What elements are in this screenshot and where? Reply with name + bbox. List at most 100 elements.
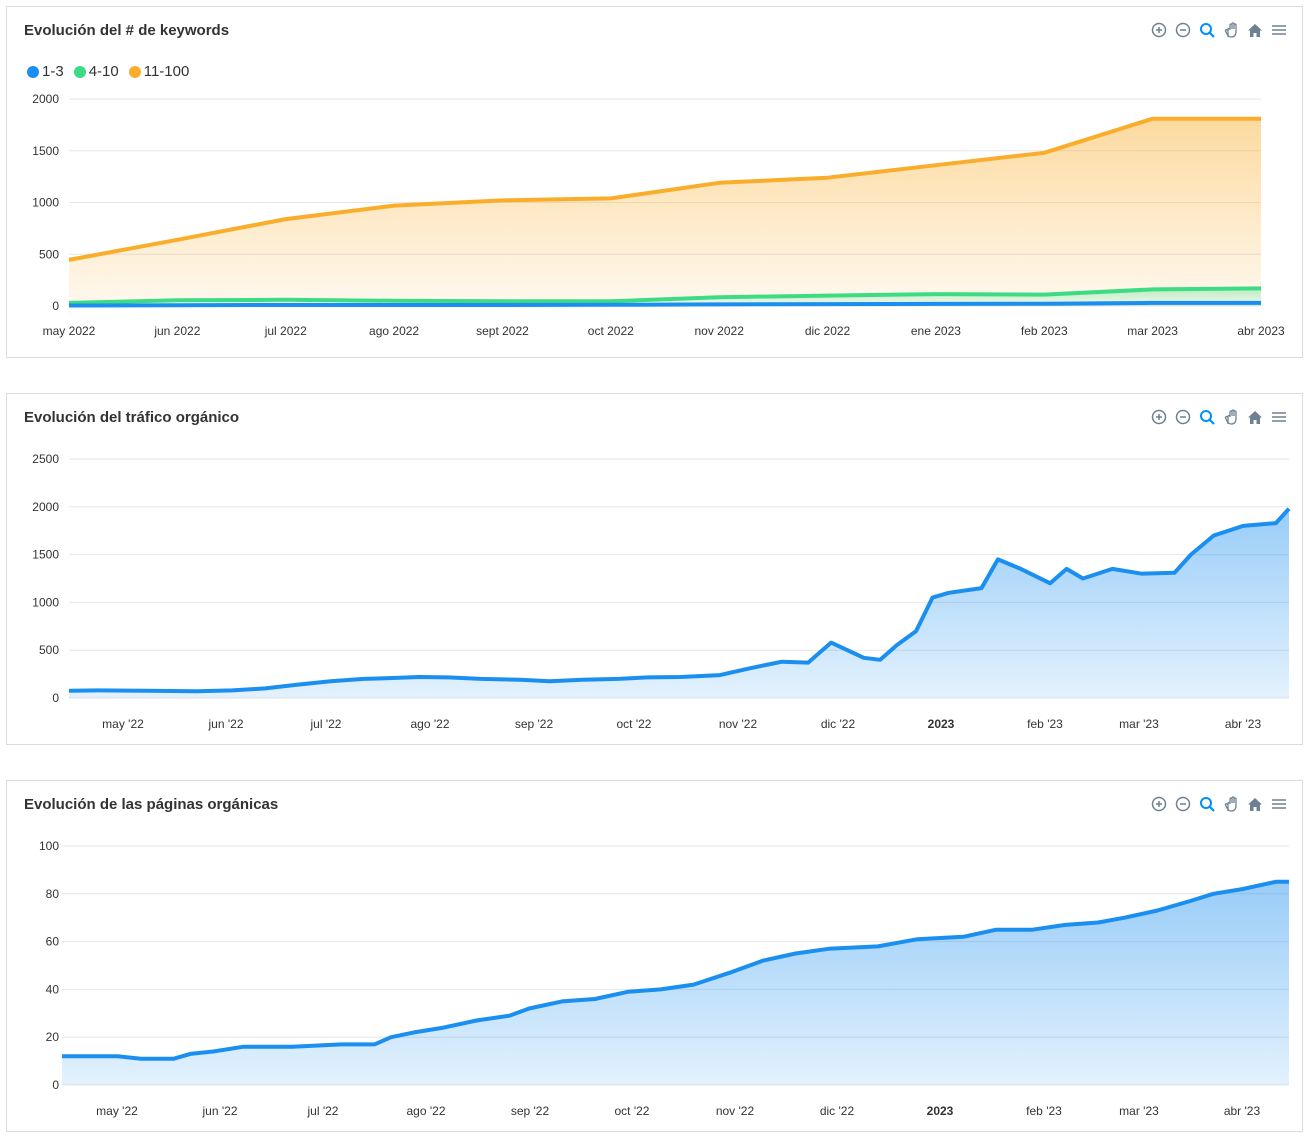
x-tick-label: jun '22: [202, 1104, 238, 1118]
x-tick-label: sep '22: [511, 1104, 550, 1118]
x-tick-label: ene 2023: [911, 324, 961, 338]
y-tick-label: 1000: [32, 196, 59, 210]
x-tick-label: mar 2023: [1127, 324, 1178, 338]
x-tick-label: jul '22: [307, 1104, 339, 1118]
series-area: [69, 508, 1289, 698]
chart-title: Evolución del # de keywords: [24, 22, 230, 39]
x-tick-label: mar '23: [1119, 717, 1159, 731]
menu-icon[interactable]: [1270, 795, 1288, 813]
pan-icon[interactable]: [1222, 408, 1240, 426]
x-tick-label: oct 2022: [588, 324, 634, 338]
y-tick-label: 500: [39, 247, 59, 261]
x-tick-label: nov '22: [719, 717, 758, 731]
zoom-out-icon[interactable]: [1174, 21, 1192, 39]
zoom-in-icon[interactable]: [1150, 408, 1168, 426]
x-tick-label: ago '22: [411, 717, 450, 731]
x-tick-label: jul 2022: [264, 324, 307, 338]
x-tick-label: may '22: [102, 717, 144, 731]
chart-legend: 1-3 4-10 11-100: [27, 63, 189, 80]
pages-chart: 0 20 40 60 80 100 may '22 jun '22 jul '22 ago '22…: [39, 839, 1289, 1118]
zoom-selection-icon[interactable]: [1198, 21, 1216, 39]
y-tick-label: 0: [52, 1078, 59, 1092]
chart-toolbar: [1150, 408, 1288, 426]
pan-icon[interactable]: [1222, 21, 1240, 39]
y-tick-label: 40: [46, 982, 60, 996]
y-tick-label: 80: [46, 887, 60, 901]
x-tick-label: sep '22: [515, 717, 554, 731]
menu-icon[interactable]: [1270, 21, 1288, 39]
x-tick-label: 2023: [927, 1104, 954, 1118]
traffic-chart: 0 500 1000 1500 2000 2500 may '22 jun '22 jul '2…: [32, 452, 1291, 731]
chart-toolbar: [1150, 21, 1288, 39]
x-tick-label: oct '22: [617, 717, 652, 731]
zoom-in-icon[interactable]: [1150, 21, 1168, 39]
x-tick-label: dic 2022: [805, 324, 851, 338]
x-tick-label: may 2022: [43, 324, 96, 338]
zoom-out-icon[interactable]: [1174, 795, 1192, 813]
legend-label: 4-10: [88, 63, 119, 80]
series-line-1-3: [68, 300, 1261, 308]
x-tick-label: jun '22: [208, 717, 244, 731]
x-tick-label: ago 2022: [369, 324, 419, 338]
reset-home-icon[interactable]: [1246, 795, 1264, 813]
x-tick-label: abr 2023: [1237, 324, 1285, 338]
legend-marker: [128, 65, 141, 78]
y-tick-label: 2000: [32, 500, 59, 514]
legend-marker: [73, 65, 86, 78]
traffic-chart-panel: Evolución del tráfico orgánico 0 500 1000 1…: [6, 393, 1303, 745]
zoom-out-icon[interactable]: [1174, 408, 1192, 426]
y-tick-label: 60: [46, 935, 60, 949]
x-tick-label: dic '22: [820, 1104, 855, 1118]
zoom-selection-icon[interactable]: [1198, 795, 1216, 813]
series-line: [68, 507, 1291, 694]
zoom-selection-icon[interactable]: [1198, 408, 1216, 426]
y-tick-label: 1500: [32, 548, 59, 562]
y-tick-label: 100: [39, 839, 59, 853]
y-tick-label: 2500: [32, 452, 59, 466]
y-tick-label: 1000: [32, 595, 59, 609]
keywords-chart-panel: Evolución del # de keywords 1-3 4-10 11-10…: [6, 6, 1303, 358]
y-tick-label: 20: [46, 1030, 60, 1044]
x-tick-label: nov 2022: [694, 324, 744, 338]
x-tick-label: sept 2022: [476, 324, 529, 338]
x-tick-label: nov '22: [716, 1104, 755, 1118]
x-tick-label: 2023: [928, 717, 955, 731]
x-tick-label: oct '22: [615, 1104, 650, 1118]
legend-item[interactable]: 4-10: [73, 63, 119, 80]
series-line-4-10: [68, 286, 1262, 305]
y-tick-label: 1500: [32, 144, 59, 158]
x-tick-label: feb '23: [1027, 717, 1063, 731]
keywords-chart: 0 500 1000 1500 2000 may 2022 jun 2022 jul 2022…: [32, 92, 1285, 338]
chart-title: Evolución de las páginas orgánicas: [24, 796, 279, 813]
y-tick-label: 0: [52, 691, 59, 705]
legend-marker: [27, 65, 39, 78]
chart-title: Evolución del tráfico orgánico: [24, 409, 240, 426]
reset-home-icon[interactable]: [1246, 408, 1264, 426]
y-tick-label: 2000: [32, 92, 59, 106]
series-line-11-100: [68, 116, 1261, 262]
legend-label: 1-3: [42, 63, 64, 80]
legend-label: 11-100: [143, 63, 190, 80]
x-tick-label: feb 2023: [1021, 324, 1068, 338]
y-tick-label: 500: [39, 643, 59, 657]
zoom-in-icon[interactable]: [1150, 795, 1168, 813]
series-line: [62, 879, 1289, 1061]
x-tick-label: dic '22: [821, 717, 856, 731]
reset-home-icon[interactable]: [1246, 21, 1264, 39]
legend-item[interactable]: 11-100: [128, 63, 190, 80]
x-tick-label: feb '23: [1026, 1104, 1062, 1118]
pages-chart-panel: Evolución de las páginas orgánicas 0 20 40…: [6, 780, 1303, 1132]
y-tick-label: 0: [52, 299, 59, 313]
menu-icon[interactable]: [1270, 408, 1288, 426]
chart-toolbar: [1150, 795, 1288, 813]
x-tick-label: abr '23: [1225, 717, 1262, 731]
series-area: [69, 118, 1261, 306]
x-tick-label: may '22: [96, 1104, 138, 1118]
legend-item[interactable]: 1-3: [27, 63, 64, 80]
pan-icon[interactable]: [1222, 795, 1240, 813]
x-tick-label: mar '23: [1119, 1104, 1159, 1118]
x-tick-label: ago '22: [407, 1104, 446, 1118]
series-area: [62, 881, 1289, 1085]
x-tick-label: jun 2022: [153, 324, 200, 338]
x-tick-label: jul '22: [310, 717, 342, 731]
